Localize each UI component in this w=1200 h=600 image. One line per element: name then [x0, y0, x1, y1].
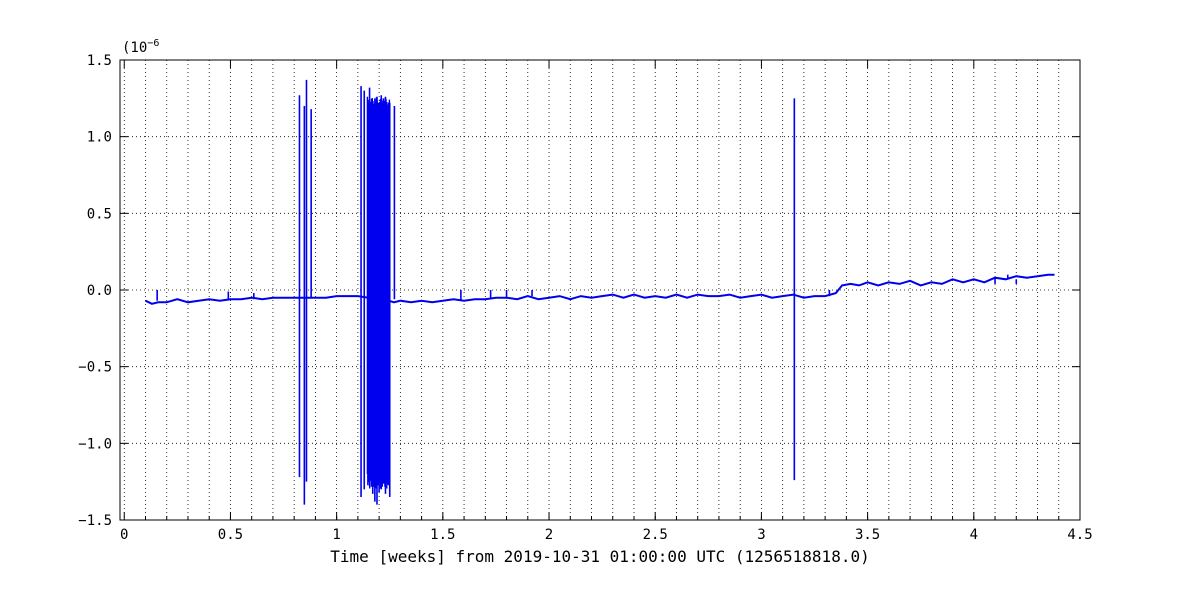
series-plot: [145, 79, 1055, 505]
y-tick-label: −0.5: [78, 360, 112, 376]
y-tick-label: 0.0: [87, 283, 112, 299]
x-tick-label: 2: [545, 527, 553, 543]
y-tick-label: 0.5: [87, 206, 112, 222]
x-axis-label: Time [weeks] from 2019-10-31 01:00:00 UT…: [330, 547, 869, 566]
x-tick-label: 1: [332, 527, 340, 543]
x-tick-label: 4.5: [1067, 527, 1092, 543]
x-tick-label: 4: [970, 527, 978, 543]
x-tick-label: 1.5: [430, 527, 455, 543]
y-tick-label: −1.5: [78, 513, 112, 529]
y-axis-ticks: −1.5 −1.0 −0.5 0.0 0.5 1.0 1.5: [78, 53, 1080, 529]
x-tick-label: 0: [120, 527, 128, 543]
y-multiplier-base: (10: [122, 40, 147, 56]
x-tick-label: 3.5: [855, 527, 880, 543]
grid: [120, 59, 1081, 521]
series-line: [145, 273, 1055, 305]
series-dense-band: [366, 96, 391, 489]
x-tick-label: 3: [757, 527, 765, 543]
y-multiplier-label: (10−6: [122, 38, 159, 56]
y-tick-label: 1.0: [87, 130, 112, 146]
x-tick-label: 2.5: [643, 527, 668, 543]
plot-frame: [119, 59, 1081, 521]
y-multiplier-exponent: −6: [147, 38, 159, 49]
y-tick-label: 1.5: [87, 53, 112, 69]
y-tick-label: −1.0: [78, 436, 112, 452]
x-tick-label: 0.5: [218, 527, 243, 543]
x-axis-ticks: 0 0.5 1 1.5 2 2.5 3 3.5 4 4.5: [120, 60, 1093, 543]
